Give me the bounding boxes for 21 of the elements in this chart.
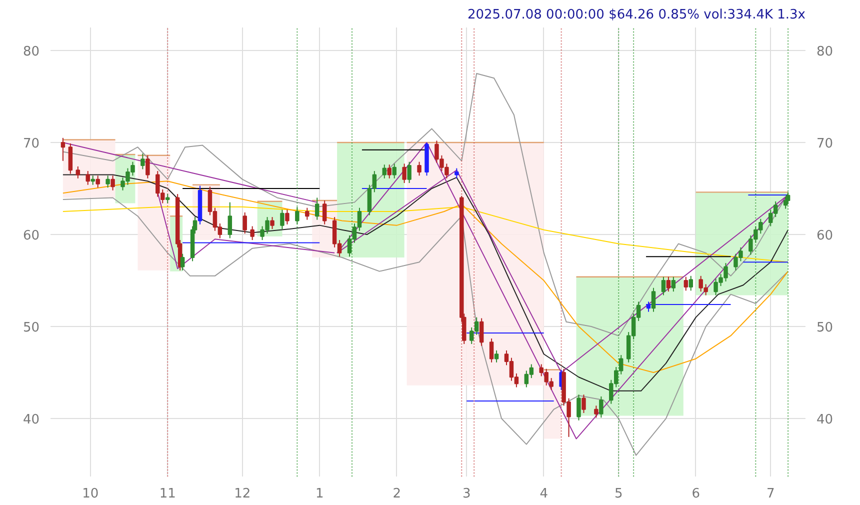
x-tick-label: 7 bbox=[766, 486, 775, 502]
x-tick-label: 12 bbox=[234, 486, 251, 502]
y-tick-label: 70 bbox=[22, 136, 40, 152]
x-tick-label: 2 bbox=[392, 486, 401, 502]
x-tick-label: 3 bbox=[462, 486, 471, 502]
y2-tick-label: 70 bbox=[816, 136, 834, 152]
x-tick-label: 11 bbox=[159, 486, 176, 502]
x-tick-label: 6 bbox=[692, 486, 700, 502]
y-tick-label: 60 bbox=[22, 228, 40, 244]
y2-tick-label: 60 bbox=[816, 228, 834, 244]
y-tick-label: 80 bbox=[22, 44, 40, 60]
y2-tick-label: 50 bbox=[816, 320, 834, 336]
x-tick-label: 4 bbox=[540, 486, 548, 502]
x-tick-label: 1 bbox=[315, 486, 324, 502]
x-tick-label: 10 bbox=[82, 486, 99, 502]
x-tick-label: 5 bbox=[614, 486, 623, 502]
y2-tick-label: 80 bbox=[816, 44, 834, 60]
y2-tick-label: 40 bbox=[816, 412, 834, 428]
y-tick-label: 40 bbox=[22, 412, 40, 428]
y-tick-label: 50 bbox=[22, 320, 40, 336]
chart-title: 2025.07.08 00:00:00 $64.26 0.85% vol:334.4K 1.3x bbox=[467, 8, 806, 22]
